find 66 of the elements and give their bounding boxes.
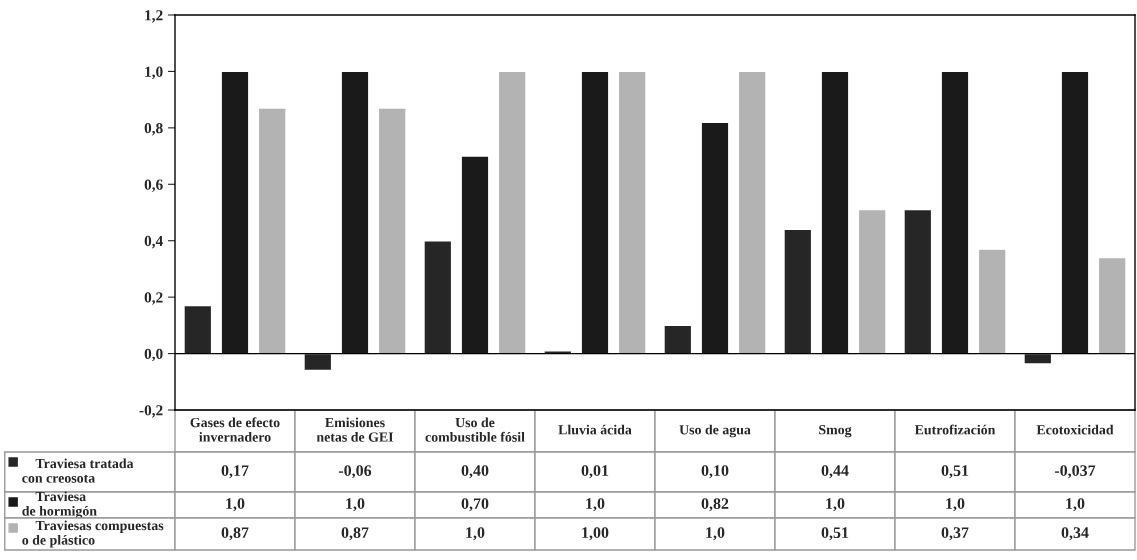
y-tick-label: 0,0	[144, 348, 163, 362]
bar	[820, 70, 850, 355]
data-label: 0,10	[701, 465, 729, 479]
bar	[903, 208, 933, 355]
data-label: 1,0	[706, 527, 725, 541]
y-tick-label: 0,8	[144, 123, 163, 136]
bar	[700, 121, 730, 355]
data-label: 0,87	[221, 527, 249, 541]
data-label: 0,87	[341, 527, 369, 541]
data-label: 1,0	[946, 498, 965, 512]
data-label: 0,51	[821, 527, 849, 541]
legend-label: Traviesa tratada con creosota	[22, 458, 134, 483]
bar	[497, 70, 527, 355]
bar	[460, 155, 490, 355]
x-tick-label: Smog	[819, 425, 852, 438]
y-tick-label: 0,2	[144, 292, 163, 305]
data-label: 0,17	[221, 465, 249, 479]
bar	[617, 70, 647, 355]
bar	[580, 70, 610, 355]
data-label: 1,00	[582, 527, 609, 541]
data-label: 1,0	[466, 527, 485, 541]
y-tick-label: -0,2	[139, 405, 163, 418]
bar	[340, 70, 370, 355]
x-tick-label: Lluvia ácida	[558, 424, 632, 435]
data-label: -0,06	[338, 465, 372, 479]
x-tick-label: Ecotoxicidad	[1036, 424, 1114, 435]
data-label: 1,0	[226, 498, 245, 512]
bar	[220, 70, 250, 355]
bar	[663, 324, 693, 355]
y-tick-label: 1,0	[145, 66, 163, 80]
data-label: 0,37	[941, 527, 969, 541]
x-tick-label: Eutrofización	[914, 424, 996, 435]
data-label: 0,82	[701, 498, 729, 512]
x-tick-label: Emisiones netas de GEI	[316, 417, 394, 442]
bar	[423, 240, 453, 355]
data-label: 0,34	[1061, 527, 1089, 541]
bar	[737, 70, 767, 355]
data-label: 0,70	[461, 498, 489, 512]
data-label: 1,0	[586, 498, 605, 512]
bar	[977, 248, 1007, 355]
bar	[1060, 70, 1090, 355]
bar	[303, 352, 333, 372]
y-tick-label: 0,4	[144, 235, 163, 249]
legend-label: Traviesa de hormigón	[22, 491, 97, 519]
data-label: 0,40	[461, 465, 489, 479]
bar	[1097, 256, 1127, 355]
x-tick-label: Uso de agua	[679, 424, 751, 438]
bar	[857, 208, 887, 355]
data-label: 0,01	[581, 465, 609, 479]
data-label: 1,0	[346, 498, 365, 512]
data-label: -0,037	[1054, 465, 1096, 479]
x-tick-label: Gases de efecto invernadero	[190, 417, 280, 442]
bar	[783, 228, 813, 355]
bar	[940, 70, 970, 355]
data-label: 0,51	[941, 465, 969, 479]
data-label: 1,0	[1066, 498, 1085, 512]
bar	[1023, 352, 1053, 365]
bar	[377, 107, 407, 355]
y-tick-label: 1,2	[145, 10, 163, 23]
bar	[257, 107, 287, 355]
bar	[183, 304, 213, 355]
legend-label: Traviesas compuestas o de plástico	[22, 520, 164, 548]
y-tick-label: 0,6	[144, 179, 163, 192]
data-label: 0,44	[821, 465, 849, 479]
x-tick-label: Uso de combustible fósil	[425, 417, 525, 442]
data-label: 1,0	[826, 498, 845, 512]
